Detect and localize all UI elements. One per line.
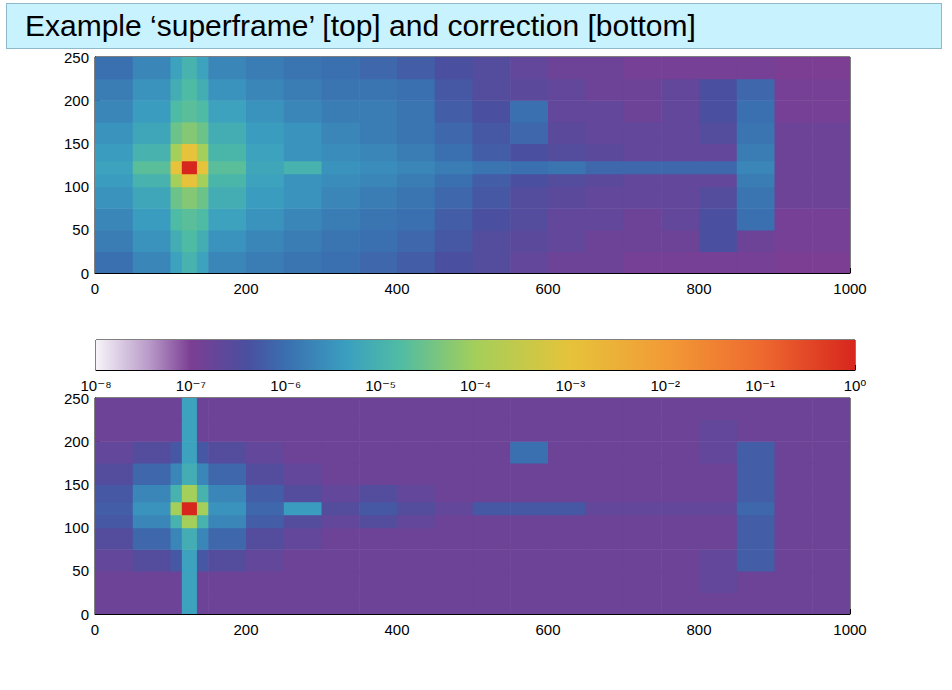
svg-text:600: 600 xyxy=(535,621,560,638)
svg-text:250: 250 xyxy=(64,389,89,407)
svg-text:1000: 1000 xyxy=(833,280,866,297)
svg-text:200: 200 xyxy=(233,280,258,297)
svg-text:10⁻⁷: 10⁻⁷ xyxy=(176,377,206,394)
svg-text:150: 150 xyxy=(64,476,89,493)
svg-text:1000: 1000 xyxy=(833,621,866,638)
svg-text:10⁻⁴: 10⁻⁴ xyxy=(460,377,491,394)
svg-text:10⁻⁶: 10⁻⁶ xyxy=(270,377,301,394)
svg-text:10⁰: 10⁰ xyxy=(844,377,867,394)
svg-text:10⁻⁵: 10⁻⁵ xyxy=(365,377,396,394)
svg-text:250: 250 xyxy=(64,49,89,66)
svg-text:100: 100 xyxy=(64,178,89,195)
svg-text:200: 200 xyxy=(64,433,89,450)
svg-text:400: 400 xyxy=(384,621,409,638)
svg-text:10⁻⁸: 10⁻⁸ xyxy=(81,377,112,394)
svg-text:50: 50 xyxy=(72,221,89,238)
svg-text:200: 200 xyxy=(233,621,258,638)
svg-text:0: 0 xyxy=(81,265,89,282)
svg-text:150: 150 xyxy=(64,135,89,152)
svg-text:400: 400 xyxy=(384,280,409,297)
svg-text:600: 600 xyxy=(535,280,560,297)
svg-text:10⁻²: 10⁻² xyxy=(650,377,680,394)
svg-text:0: 0 xyxy=(91,280,99,297)
svg-text:0: 0 xyxy=(81,606,89,623)
svg-text:200: 200 xyxy=(64,92,89,109)
html-text:Example ‘superframe’ [top] and: Example ‘superframe’ [top] and correctio… xyxy=(25,9,696,42)
svg-text:10⁻¹: 10⁻¹ xyxy=(745,377,775,394)
svg-text:800: 800 xyxy=(686,280,711,297)
svg-text:0: 0 xyxy=(91,621,99,638)
svg-text:50: 50 xyxy=(72,562,89,579)
svg-text:800: 800 xyxy=(686,621,711,638)
svg-text:100: 100 xyxy=(64,519,89,536)
svg-text:10⁻³: 10⁻³ xyxy=(556,377,586,394)
